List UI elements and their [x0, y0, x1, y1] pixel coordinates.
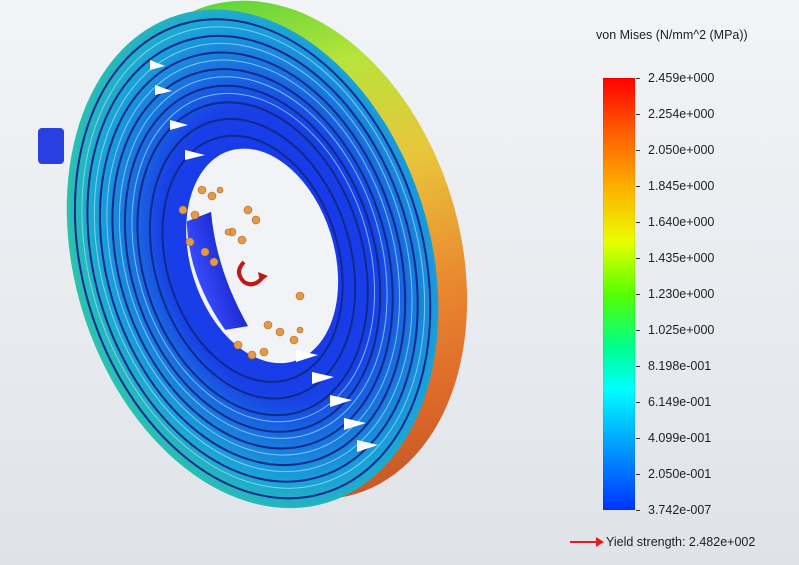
colorbar-tick — [636, 510, 640, 511]
colorbar-label: 2.050e-001 — [648, 467, 712, 481]
colorbar-tick — [636, 474, 640, 475]
spring-model[interactable] — [0, 0, 560, 565]
yield-strength-text: Yield strength: 2.482e+002 — [606, 535, 756, 549]
colorbar-label: 4.099e-001 — [648, 431, 712, 445]
colorbar-label: 2.254e+000 — [648, 107, 715, 121]
colorbar-tick — [636, 186, 640, 187]
torque-arrow — [237, 260, 264, 287]
fixture-markers — [178, 185, 305, 360]
yield-arrow-icon — [570, 537, 604, 547]
legend-title: von Mises (N/mm^2 (MPa)) — [596, 28, 748, 42]
colorbar-label: 2.050e+000 — [648, 143, 715, 157]
colorbar-tick — [636, 294, 640, 295]
colorbar-label: 8.198e-001 — [648, 359, 712, 373]
colorbar-tick — [636, 78, 640, 79]
colorbar-label: 6.149e-001 — [648, 395, 712, 409]
colorbar-tick — [636, 330, 640, 331]
coil-gaps — [150, 60, 378, 452]
colorbar-label: 1.845e+000 — [648, 179, 715, 193]
colorbar-tick — [636, 402, 640, 403]
stress-colorbar — [603, 78, 635, 510]
colorbar-tick — [636, 438, 640, 439]
colorbar-label: 2.459e+000 — [648, 71, 715, 85]
yield-strength: Yield strength: 2.482e+002 — [570, 533, 755, 551]
colorbar-tick — [636, 258, 640, 259]
colorbar-label: 1.025e+000 — [648, 323, 715, 337]
spring-coils — [73, 18, 432, 500]
colorbar-label: 3.742e-007 — [648, 503, 712, 517]
arbor-hub — [186, 211, 249, 330]
spring-tab — [38, 128, 64, 164]
colorbar-label: 1.230e+000 — [648, 287, 715, 301]
colorbar-tick — [636, 222, 640, 223]
colorbar-tick — [636, 366, 640, 367]
colorbar-label: 1.435e+000 — [648, 251, 715, 265]
colorbar-tick — [636, 150, 640, 151]
colorbar-tick — [636, 114, 640, 115]
colorbar-label: 1.640e+000 — [648, 215, 715, 229]
